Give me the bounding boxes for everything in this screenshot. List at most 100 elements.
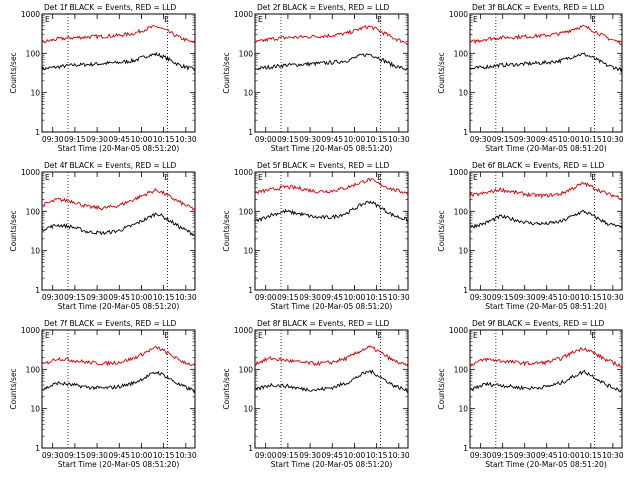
events-series-line (254, 200, 409, 223)
plot-frame (254, 171, 409, 291)
event-marker-label: E (258, 173, 263, 182)
chart-title: Det 4f BLACK = Events, RED = LLD (44, 161, 177, 170)
chart-title: Det 6f BLACK = Events, RED = LLD (472, 161, 605, 170)
x-tick-label: 10:30 (388, 293, 410, 302)
x-tick-label: 09:45 (108, 451, 130, 460)
x-tick-label: 09:15 (492, 293, 514, 302)
events-series-line (41, 51, 196, 72)
event-marker-label: E (473, 173, 478, 182)
chart-panel-6: Det 6f BLACK = Events, RED = LLD 1 10 100 10… (437, 161, 624, 311)
event-marker-label: E (377, 173, 382, 182)
x-tick-label: 10:15 (366, 135, 388, 144)
x-tick-label: 09:15 (492, 451, 514, 460)
y-tick-label: 100 (454, 49, 469, 58)
y-tick-label: 1000 (21, 10, 40, 19)
chart-panel-4: Det 4f BLACK = Events, RED = LLD 1 10 100 10… (9, 161, 197, 311)
event-marker-label: E (258, 15, 263, 24)
chart-panel-1: Det 1f BLACK = Events, RED = LLD 1 10 100 10… (9, 3, 197, 153)
x-tick-label: 09:30 (514, 135, 536, 144)
y-axis-label: Counts/sec (222, 52, 231, 93)
y-tick-label: 1000 (21, 168, 40, 177)
x-tick-label: 09:00 (255, 451, 277, 460)
y-tick-label: 1000 (234, 10, 253, 19)
y-tick-label: 1000 (21, 326, 40, 335)
x-tick-label: 09:15 (64, 293, 86, 302)
x-tick-label: 09:15 (277, 293, 299, 302)
chart-panel-8: Det 8f BLACK = Events, RED = LLD 1 10 100 10… (222, 319, 410, 469)
x-tick-label: 10:00 (344, 135, 366, 144)
x-tick-label: 09:45 (321, 451, 343, 460)
y-axis-label: Counts/sec (9, 52, 18, 93)
x-tick-label: 09:15 (64, 451, 86, 460)
x-tick-label: 10:00 (131, 451, 153, 460)
x-tick-label: 09:30 (514, 293, 536, 302)
events-series-line (254, 53, 409, 71)
x-tick-label: 10:15 (366, 293, 388, 302)
x-tick-label: 09:30 (470, 293, 492, 302)
event-marker-label: E (591, 173, 596, 182)
plot-frame (469, 13, 623, 133)
chart-panel-5: Det 5f BLACK = Events, RED = LLD 1 10 100 10… (222, 161, 410, 311)
event-marker-label: E (164, 15, 169, 24)
y-tick-label: 10 (30, 405, 40, 414)
y-tick-label: 1000 (449, 326, 468, 335)
x-axis-label: Start Time (20-Mar-05 08:51:20) (58, 144, 180, 153)
y-axis-label: Counts/sec (9, 368, 18, 409)
x-tick-label: 10:30 (175, 451, 197, 460)
x-tick-label: 10:15 (153, 293, 175, 302)
x-tick-label: 09:30 (299, 451, 321, 460)
x-tick-label: 09:45 (536, 451, 558, 460)
lld-series-line (469, 181, 623, 200)
x-tick-label: 09:30 (514, 451, 536, 460)
y-tick-label: 10 (458, 89, 468, 98)
event-marker-label: E (591, 331, 596, 340)
event-marker-label: E (45, 331, 50, 340)
y-tick-label: 100 (454, 207, 469, 216)
lld-series-line (41, 187, 196, 211)
plot-frame (254, 13, 409, 133)
y-tick-label: 10 (458, 247, 468, 256)
events-series-line (41, 370, 196, 394)
event-marker-label: E (164, 331, 169, 340)
x-tick-label: 10:00 (558, 293, 580, 302)
event-marker-label: E (377, 15, 382, 24)
x-tick-label: 09:30 (86, 451, 108, 460)
x-tick-label: 10:30 (175, 293, 197, 302)
x-tick-label: 10:15 (580, 451, 602, 460)
events-series-line (469, 52, 623, 74)
events-series-line (254, 369, 409, 393)
y-tick-label: 1 (463, 444, 468, 453)
x-tick-label: 09:15 (277, 451, 299, 460)
y-tick-label: 1 (463, 128, 468, 137)
lld-series-line (469, 346, 623, 368)
x-tick-label: 10:15 (580, 135, 602, 144)
event-marker-label: E (164, 173, 169, 182)
y-tick-label: 100 (239, 365, 254, 374)
chart-panel-9: Det 9f BLACK = Events, RED = LLD 1 10 100 10… (437, 319, 624, 469)
x-tick-label: 10:30 (388, 135, 410, 144)
y-axis-label: Counts/sec (437, 52, 446, 93)
x-tick-label: 09:45 (108, 293, 130, 302)
chart-title: Det 7f BLACK = Events, RED = LLD (44, 319, 177, 328)
x-tick-label: 09:45 (536, 135, 558, 144)
y-tick-label: 100 (454, 365, 469, 374)
plot-frame (41, 329, 196, 449)
y-tick-label: 10 (30, 89, 40, 98)
event-marker-label: E (45, 173, 50, 182)
event-marker-label: E (591, 15, 596, 24)
y-tick-label: 1 (35, 128, 40, 137)
chart-title: Det 8f BLACK = Events, RED = LLD (257, 319, 390, 328)
y-tick-label: 1 (248, 286, 253, 295)
y-tick-label: 1000 (449, 168, 468, 177)
plot-frame (41, 171, 196, 291)
x-tick-label: 10:00 (558, 135, 580, 144)
plot-frame (41, 13, 196, 133)
y-tick-label: 100 (26, 207, 41, 216)
lld-series-line (41, 345, 196, 367)
y-tick-label: 100 (26, 365, 41, 374)
x-axis-label: Start Time (20-Mar-05 08:51:20) (271, 302, 393, 311)
x-tick-label: 10:30 (175, 135, 197, 144)
event-marker-label: E (377, 331, 382, 340)
event-marker-label: E (473, 331, 478, 340)
event-marker-label: E (45, 15, 50, 24)
